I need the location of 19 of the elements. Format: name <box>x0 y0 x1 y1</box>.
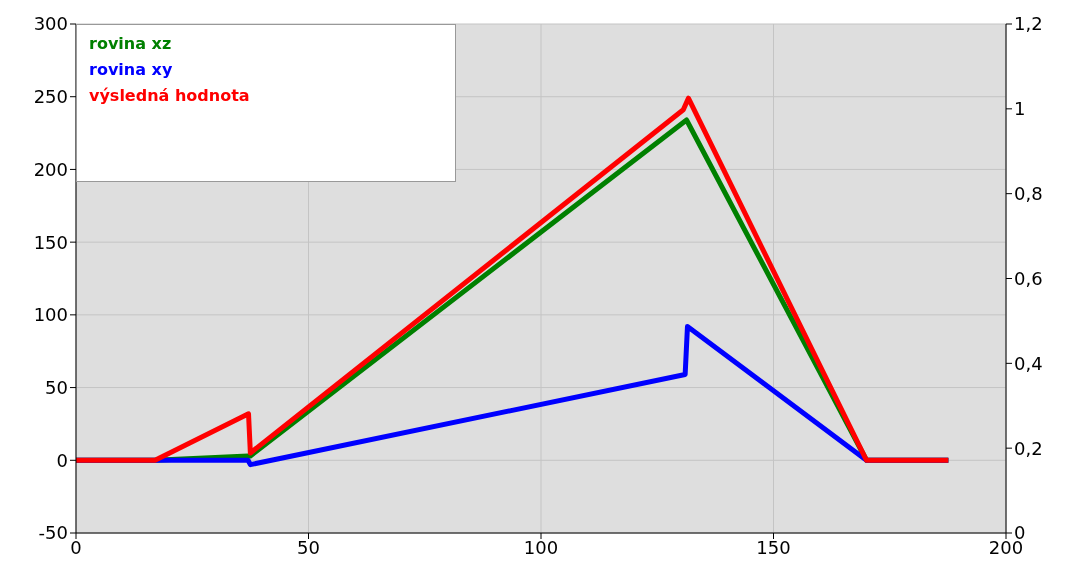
y-tick-label: 0 <box>56 449 68 471</box>
y2-tick-label: 1,2 <box>1014 13 1043 35</box>
x-tick-label: 50 <box>297 536 320 558</box>
x-tick-label: 100 <box>523 536 559 558</box>
y2-tick-label: 0,2 <box>1014 437 1043 459</box>
y-tick-label: -50 <box>38 522 68 544</box>
x-tick-label: 150 <box>756 536 791 558</box>
y2-tick-label: 0,8 <box>1014 183 1043 205</box>
y-tick-label: 300 <box>33 13 68 35</box>
y-tick-label: 100 <box>33 304 68 326</box>
y2-tick-label: 0,4 <box>1014 352 1043 374</box>
y-tick-label: 200 <box>33 158 68 180</box>
x-tick-label: 0 <box>70 536 82 558</box>
y-tick-label: 150 <box>33 231 68 253</box>
y-tick-label: 250 <box>33 86 68 108</box>
y2-tick-label: 0,6 <box>1014 267 1043 289</box>
y-tick-label: 50 <box>45 376 68 398</box>
legend-box: rovina xz rovina xy výsledná hodnota <box>76 24 456 182</box>
y2-tick-label: 1 <box>1014 98 1026 120</box>
